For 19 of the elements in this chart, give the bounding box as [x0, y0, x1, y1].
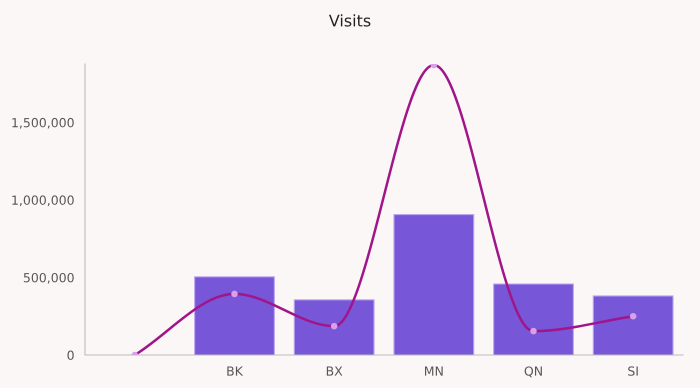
- bar: [592, 295, 674, 355]
- y-tick-label: 1,500,000: [12, 118, 74, 129]
- bar: [393, 214, 474, 355]
- bar: [194, 276, 275, 355]
- x-tick-label: MN: [424, 366, 443, 376]
- x-tick-label: QN: [524, 366, 542, 378]
- point: [530, 328, 537, 334]
- y-tick-label: 500,000: [24, 272, 74, 284]
- y-tick-label: 0: [67, 350, 74, 360]
- x-tick-label: SI: [628, 366, 638, 376]
- x-tick-label: BK: [227, 366, 244, 376]
- x-tick-label: BX: [326, 366, 342, 376]
- point: [330, 322, 338, 330]
- y-tick-label: 1,000,000: [12, 195, 74, 206]
- point: [231, 290, 238, 298]
- bar: [294, 299, 375, 355]
- bar: [493, 283, 574, 355]
- chart-title: Visits: [328, 14, 370, 27]
- point: [630, 312, 636, 320]
